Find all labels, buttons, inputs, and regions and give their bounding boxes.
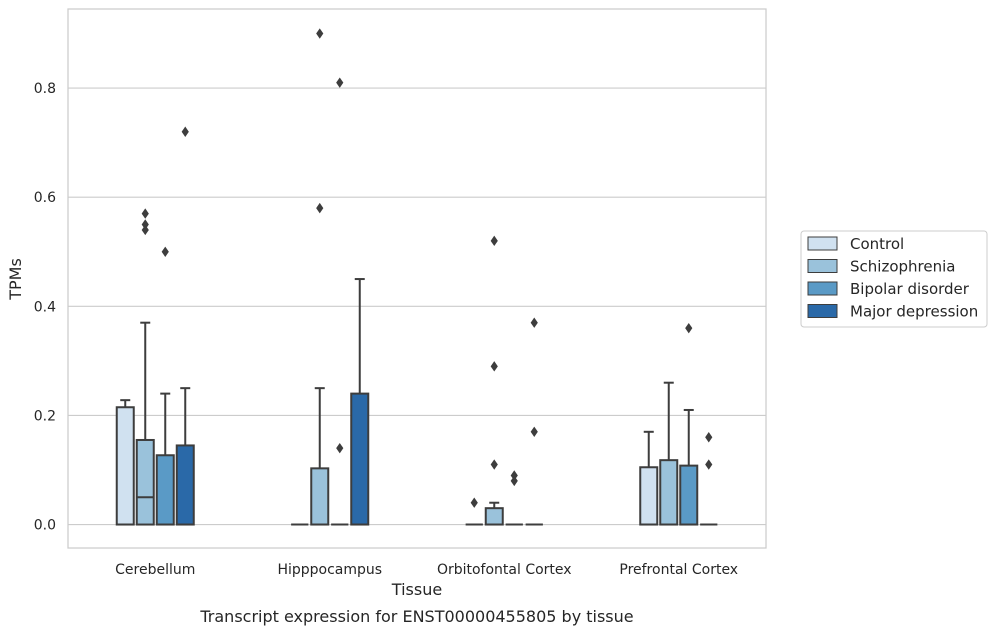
outlier-point: [141, 208, 149, 219]
outlier-point: [470, 497, 478, 508]
box-iqr: [659, 459, 679, 526]
box-group: [155, 246, 175, 526]
outlier-point: [336, 442, 344, 454]
box-group: [484, 235, 504, 526]
outlier-point: [181, 126, 189, 137]
outlier-point: [490, 459, 498, 470]
box-iqr: [115, 406, 135, 526]
box-group: [331, 77, 349, 526]
box-iqr: [639, 466, 659, 526]
outlier-point: [316, 202, 324, 214]
box-group: [135, 208, 155, 526]
box-iqr: [484, 507, 504, 526]
outlier-point: [510, 475, 518, 487]
y-tick-label: 0.6: [34, 190, 56, 206]
legend-swatch: [807, 259, 838, 273]
box-iqr: [310, 467, 330, 526]
y-tick-label: 0.4: [34, 299, 56, 315]
box-iqr: [350, 392, 370, 526]
outlier-point: [316, 28, 324, 39]
outlier-point: [336, 77, 344, 88]
outlier-point: [141, 224, 149, 236]
legend-label: Schizophrenia: [850, 258, 955, 276]
y-tick-label: 0.8: [34, 81, 56, 97]
box-group: [350, 278, 370, 526]
x-tick-label: Cerebellum: [115, 562, 195, 578]
legend-swatch: [807, 236, 838, 251]
y-tick-label: 0.2: [34, 408, 56, 424]
outlier-point: [490, 235, 498, 247]
box-group: [700, 432, 718, 526]
legend-swatch: [807, 281, 838, 296]
outlier-point: [685, 322, 693, 334]
box-group: [679, 322, 699, 526]
outlier-point: [161, 246, 169, 257]
box-group: [310, 28, 330, 526]
x-tick-labels: Cerebellum Hipppocampus Orbitofontal Corte…: [115, 562, 738, 578]
chart-caption: Transcript expression for ENST0000045580…: [199, 607, 633, 626]
boxes: [115, 28, 718, 526]
box-iqr: [679, 464, 699, 526]
outlier-point: [490, 361, 498, 372]
plot-frame: [67, 8, 767, 549]
legend-swatch: [807, 304, 838, 318]
legend: Control Schizophrenia Bipolar disorder Majo…: [800, 230, 988, 328]
box-iqr: [155, 454, 175, 526]
x-tick-label: Orbitofontal Cortex: [437, 562, 572, 578]
y-tick-label: 0.0: [34, 518, 56, 534]
box-group: [639, 430, 659, 526]
legend-label: Major depression: [850, 303, 978, 321]
box-group: [175, 126, 195, 526]
y-axis-label: TPMs: [6, 258, 25, 301]
legend-label: Bipolar disorder: [850, 280, 970, 298]
x-axis-label: Tissue: [391, 580, 442, 599]
box-group: [525, 317, 543, 526]
box-iqr: [175, 444, 195, 526]
box-iqr: [135, 438, 155, 526]
x-tick-label: Hipppocampus: [277, 562, 382, 578]
legend-frame: [800, 230, 988, 328]
outlier-point: [705, 459, 713, 470]
x-tick-label: Prefrontal Cortex: [619, 562, 738, 578]
legend-label: Control: [850, 235, 904, 253]
outlier-point: [530, 317, 538, 328]
y-tick-labels: 0.0 0.2 0.4 0.6 0.8: [34, 81, 56, 533]
outlier-point: [510, 470, 518, 481]
box-group: [659, 381, 679, 526]
outlier-point: [141, 219, 149, 230]
outlier-point: [530, 426, 538, 437]
box-group: [115, 399, 135, 526]
box-group: [465, 497, 483, 526]
outlier-point: [705, 432, 713, 443]
box-group: [505, 470, 523, 526]
